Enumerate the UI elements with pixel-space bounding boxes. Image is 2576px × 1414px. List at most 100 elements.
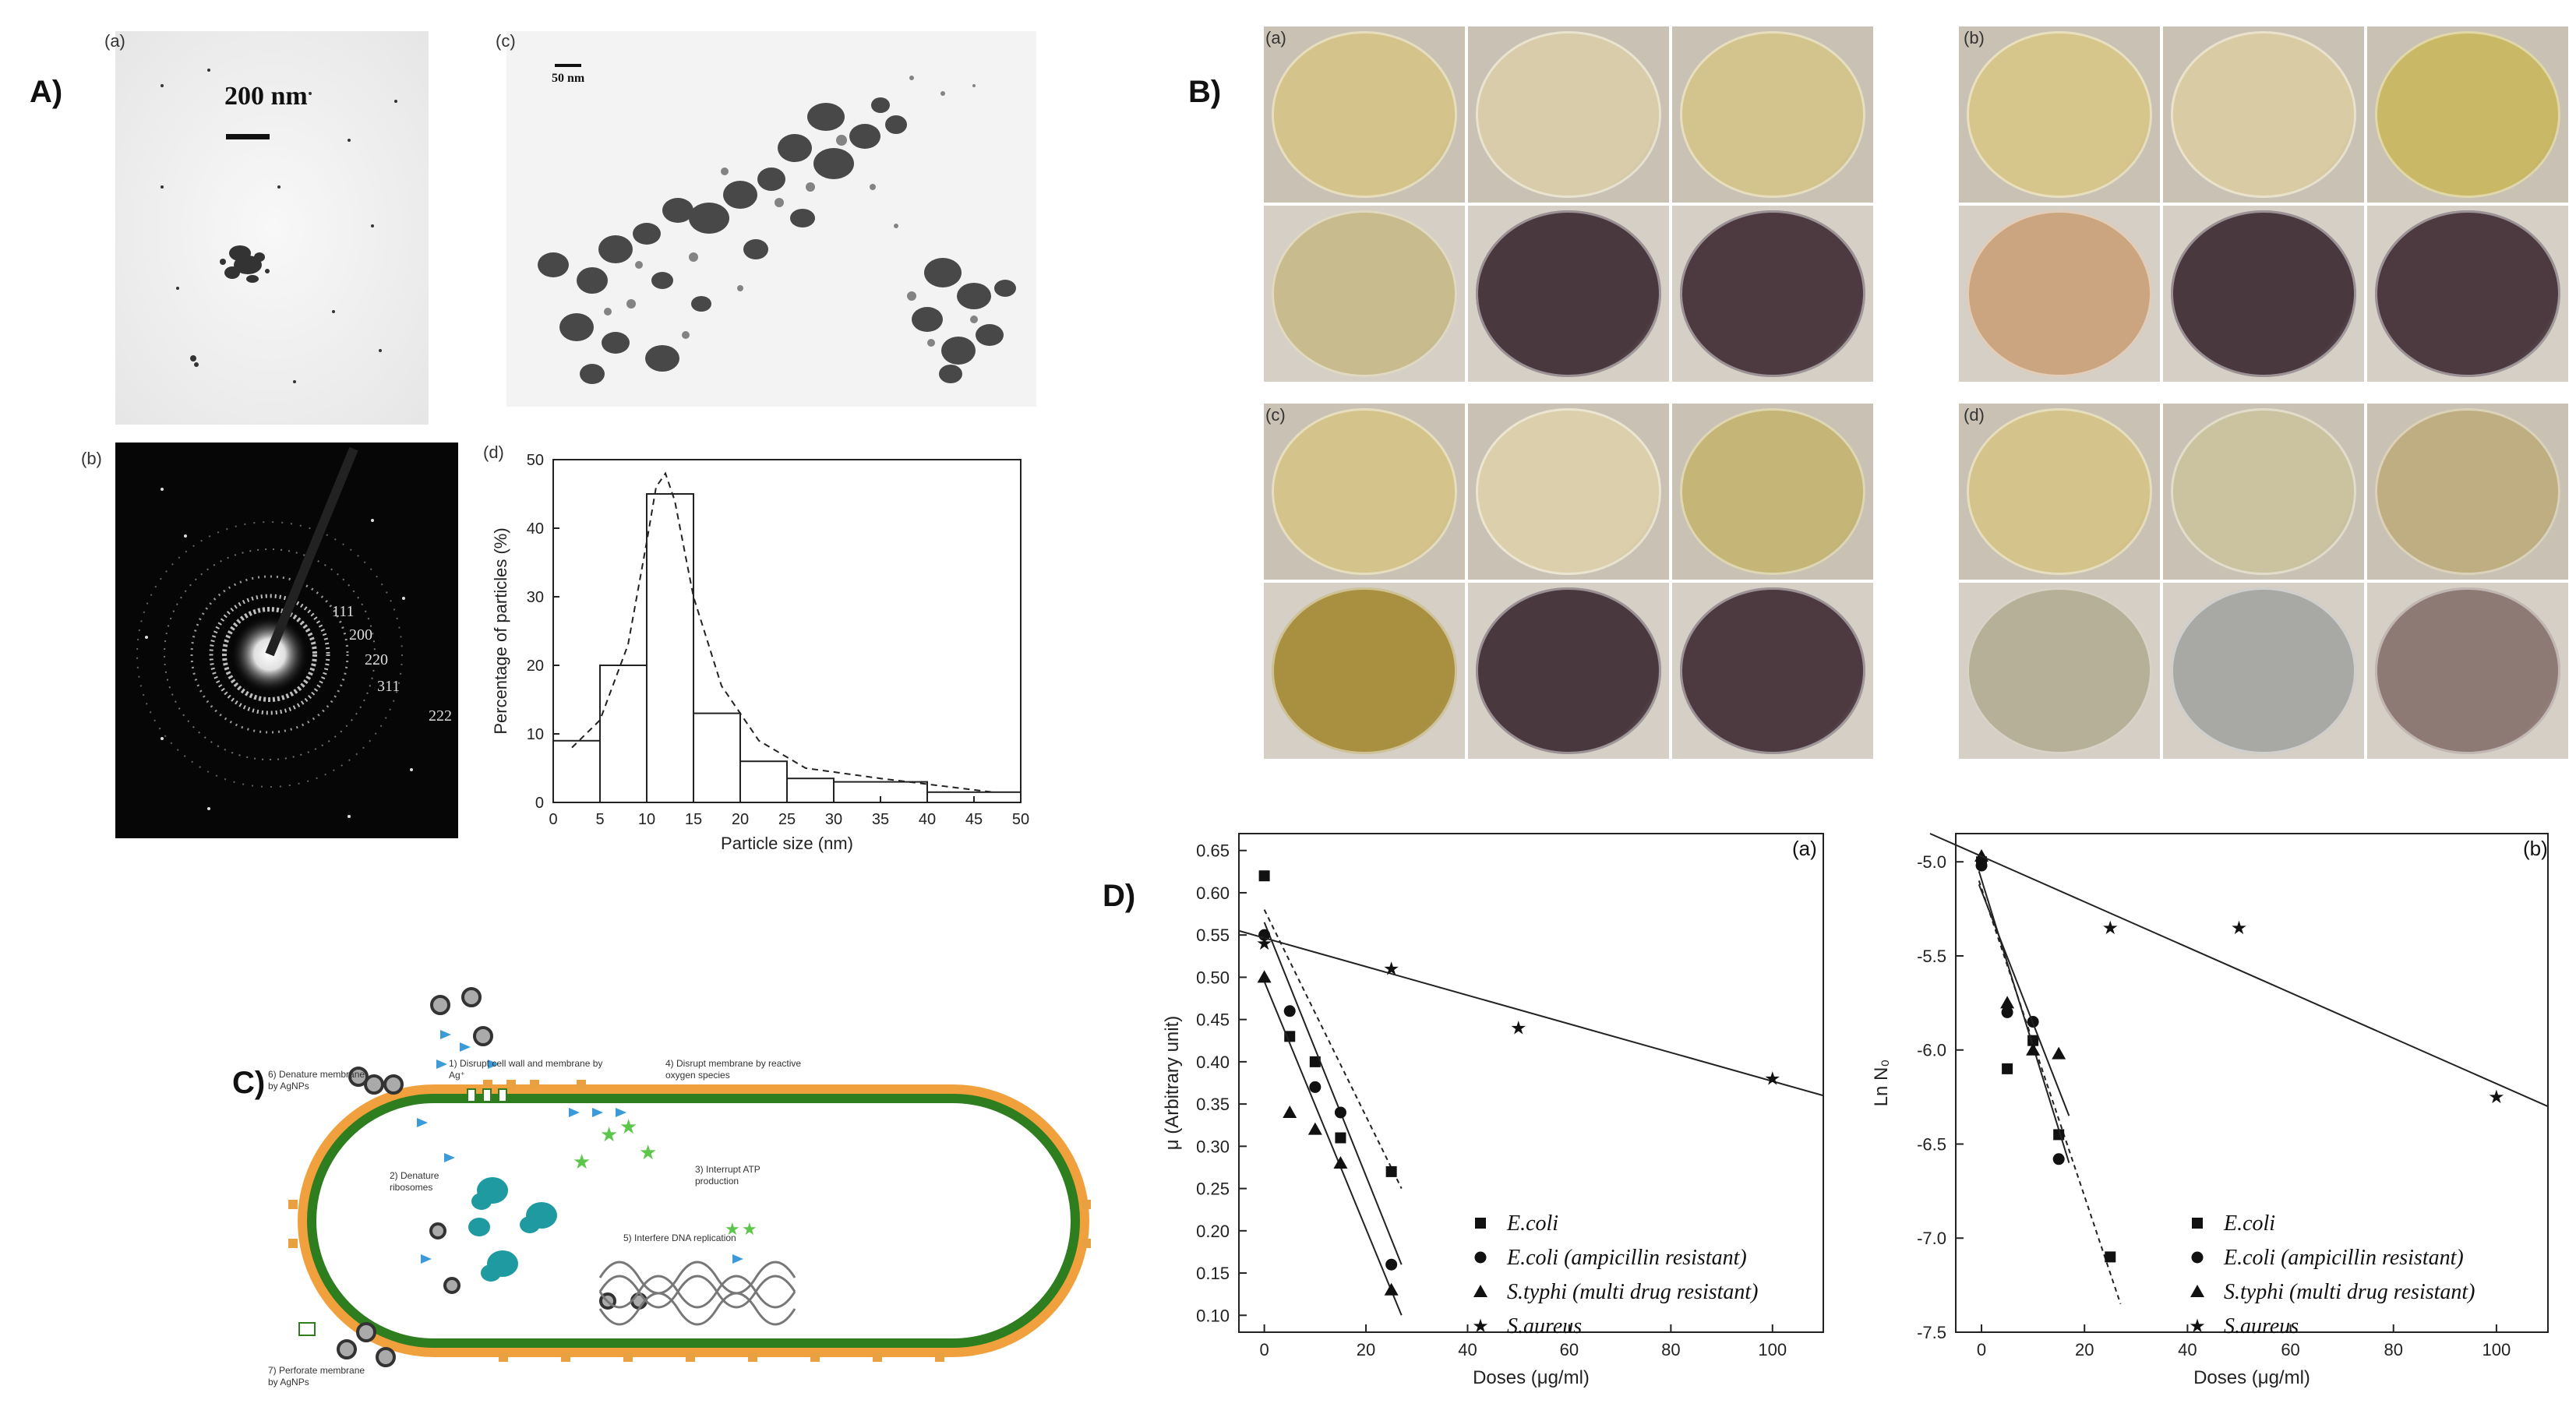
tem-image-low-magnification: (a) 200 nm	[104, 31, 429, 425]
petri-dish	[2375, 31, 2560, 198]
data-point-square	[1284, 1031, 1296, 1042]
histogram-xtick-label-3: 15	[685, 811, 702, 828]
legend-label-series-0: E.coli	[1506, 1211, 1558, 1236]
agar-plate	[1264, 206, 1465, 382]
agar-plate	[1468, 583, 1669, 759]
ring-label-220: 220	[365, 651, 388, 668]
fit-line-series-2	[1263, 981, 1403, 1316]
xtick-label-2: 40	[1458, 1340, 1477, 1359]
histogram-xtick-label-8: 40	[919, 811, 936, 828]
ring-label-111: 111	[332, 603, 355, 620]
ytick-label-8: 0.50	[1196, 968, 1230, 987]
ytick-label-2: 0.20	[1196, 1222, 1230, 1241]
data-point-triangle	[1307, 1122, 1322, 1135]
histogram-xtick-label-9: 45	[965, 811, 983, 828]
histogram-xtick-label-0: 0	[549, 811, 557, 828]
legend-label-series-3: S.aureus	[2224, 1314, 2299, 1338]
ln-n0-plot-svg: 0 20 40 60 80 100 -5.0 -5.5 -6.0 -6.5 -7.0 -7.5 ★ ★ ★ E…	[1871, 833, 2549, 1388]
legend-label-series-2: S.typhi (multi drug resistant)	[2224, 1280, 2475, 1304]
plot-ylabel: μ (Arbitrary unit)	[1162, 1016, 1183, 1151]
petri-dish	[1967, 31, 2152, 198]
histogram-ytick-label-2: 20	[527, 658, 544, 675]
histogram-fit-curve	[571, 471, 993, 793]
petri-dish	[1272, 31, 1457, 198]
subpanel-label-Ab: (b)	[81, 449, 102, 468]
agar-plate	[1468, 26, 1669, 203]
ring-label-222: 222	[429, 707, 452, 725]
mechanism-step-1: 1) Disrupt cell wall and membrane by Ag⁺	[449, 1058, 603, 1081]
data-point-square	[2002, 1063, 2013, 1074]
scalebar-label-50nm: 50 nm	[552, 72, 585, 85]
ytick-label-5: -7.5	[1917, 1323, 1946, 1342]
ytick-label-4: -7.0	[1917, 1229, 1946, 1248]
agar-plate	[2367, 583, 2568, 759]
histogram-plot: 0 5 10 15 20 25 30 35 40 45 50 0 10 20 30 40 50 Particle …	[491, 452, 1029, 853]
plot-xlabel: Doses (μg/ml)	[1473, 1367, 1590, 1388]
ytick-label-5: 0.35	[1196, 1095, 1230, 1114]
xtick-label-4: 80	[1661, 1340, 1680, 1359]
petri-dish	[2375, 587, 2560, 754]
agar-plate	[2163, 404, 2364, 580]
agar-plate	[1959, 206, 2160, 382]
legend-label-series-0: E.coli	[2223, 1211, 2275, 1236]
legend-marker-triangle	[2190, 1285, 2204, 1297]
histogram-xlabel: Particle size (nm)	[721, 834, 853, 853]
subpanel-label-Aa: (a)	[104, 31, 125, 51]
petri-dish	[1680, 408, 1865, 575]
xtick-label-2: 40	[2178, 1340, 2197, 1359]
agar-plate	[1672, 26, 1873, 203]
data-point-triangle	[1384, 1282, 1399, 1296]
data-point-circle	[1385, 1258, 1398, 1271]
xtick-label-3: 60	[1560, 1340, 1579, 1359]
agar-plate	[2367, 404, 2568, 580]
subpanel-label-Db: (b)	[2523, 837, 2548, 860]
data-point-triangle	[2026, 1042, 2041, 1056]
petri-dish	[2375, 408, 2560, 575]
agar-plate	[2163, 206, 2364, 382]
plot-axes-frame	[1238, 833, 1824, 1333]
histogram-xtick-label-6: 30	[825, 811, 842, 828]
data-point-circle	[1309, 1081, 1322, 1093]
fit-line-series-0	[1263, 909, 1403, 1190]
panel-letter-A: A)	[30, 75, 63, 109]
ytick-label-10: 0.60	[1196, 883, 1230, 903]
data-point-triangle	[1974, 848, 1989, 862]
petri-dish	[1272, 210, 1457, 377]
ytick-label-4: 0.30	[1196, 1137, 1230, 1156]
histogram-bar-1	[599, 665, 648, 803]
plot-axes-frame	[1955, 833, 2549, 1333]
petri-dish	[2171, 587, 2356, 754]
data-point-square	[1385, 1165, 1397, 1177]
petri-dish	[2171, 210, 2356, 377]
growth-rate-plot-svg: 0 20 40 60 80 100 0.10 0.15 0.20 0.25 0.30 0.35 0.40…	[1162, 833, 1824, 1388]
histogram-xtick-label-5: 25	[778, 811, 796, 828]
fit-line-series-1	[1263, 922, 1403, 1265]
svg-text:★: ★	[600, 1123, 618, 1146]
legend-marker-circle	[1474, 1251, 1487, 1264]
particle-size-histogram: (d) 0 5 10 15 20 25 30 35 40 45 50 0 10 20 30 40 50 Parti…	[483, 436, 1044, 888]
svg-text:★: ★	[619, 1115, 637, 1138]
histogram-ytick-label-5: 50	[527, 452, 544, 469]
data-point-square	[1309, 1056, 1321, 1067]
data-point-star: ★	[1510, 1017, 1527, 1038]
ytick-label-3: 0.25	[1196, 1180, 1230, 1199]
data-point-triangle	[2052, 1046, 2066, 1060]
petri-dish	[1476, 210, 1661, 377]
ytick-label-7: 0.45	[1196, 1010, 1230, 1030]
histogram-xtick-label-10: 50	[1012, 811, 1029, 828]
data-point-star: ★	[2231, 918, 2248, 939]
data-point-triangle	[1333, 1156, 1348, 1169]
svg-text:★: ★	[639, 1141, 657, 1164]
mechanism-step-3: 3) Interrupt ATP production	[695, 1164, 760, 1187]
mechanism-step-6: 6) Denature membrane by AgNPs	[268, 1069, 365, 1091]
agar-plate	[2163, 26, 2364, 203]
petri-dish	[1967, 408, 2152, 575]
ytick-label-9: 0.55	[1196, 926, 1230, 945]
xtick-label-1: 20	[2075, 1340, 2094, 1359]
data-point-square	[1258, 870, 1270, 882]
data-point-star: ★	[2102, 918, 2119, 939]
legend-marker-star: ★	[2189, 1316, 2206, 1337]
data-point-triangle	[1257, 970, 1272, 983]
ytick-label-0: 0.10	[1196, 1306, 1230, 1325]
histogram-xtick-label-1: 5	[595, 811, 604, 828]
